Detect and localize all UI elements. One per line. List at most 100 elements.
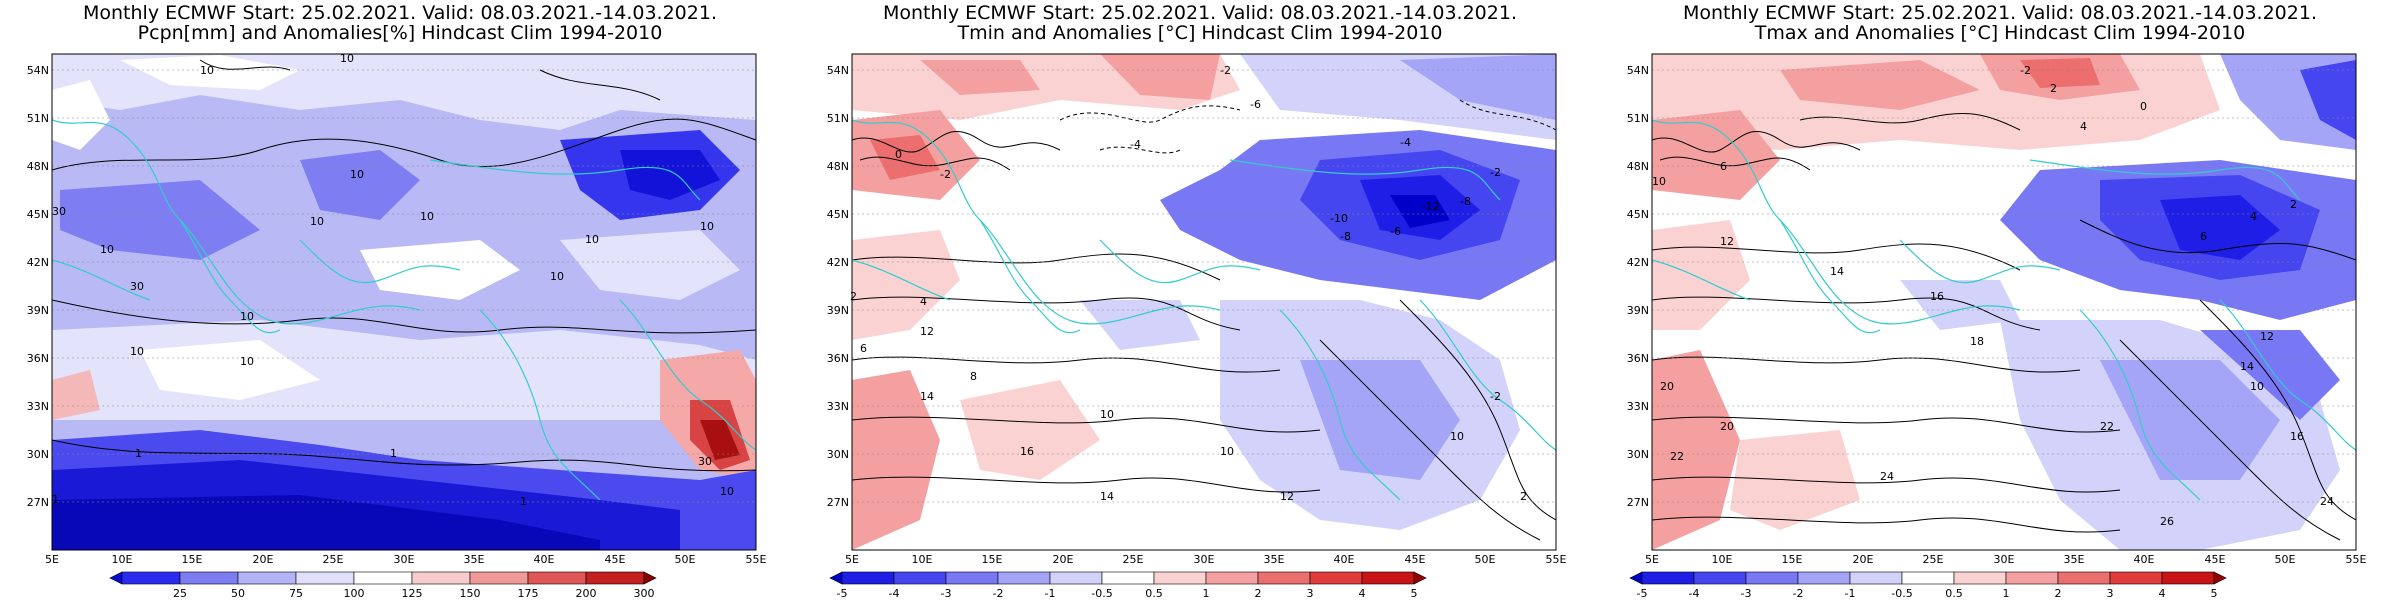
svg-text:42N: 42N	[1627, 256, 1649, 269]
svg-text:30E: 30E	[1994, 553, 2015, 566]
svg-text:55E: 55E	[2346, 553, 2367, 566]
svg-text:-6: -6	[1250, 98, 1261, 111]
svg-text:6: 6	[2200, 230, 2207, 243]
svg-text:51N: 51N	[827, 112, 849, 125]
svg-text:-2: -2	[940, 168, 951, 181]
longitude-labels: 5E 10E 15E 20E 25E 30E 35E 40E 45E 50E 55E	[1645, 553, 2366, 566]
svg-text:12: 12	[1280, 490, 1294, 503]
coastlines	[52, 119, 756, 501]
svg-text:33N: 33N	[1627, 400, 1649, 413]
svg-text:35E: 35E	[1264, 553, 1285, 566]
svg-text:33N: 33N	[27, 400, 49, 413]
svg-text:10: 10	[100, 243, 114, 256]
svg-text:10: 10	[700, 220, 714, 233]
coastlines	[1652, 119, 2356, 501]
svg-text:42N: 42N	[27, 256, 49, 269]
panel-title-line1: Monthly ECMWF Start: 25.02.2021. Valid: …	[883, 2, 1517, 24]
colorbar: 25 50 75 100 125 150 175 200 300	[109, 571, 657, 600]
svg-text:0: 0	[2140, 100, 2147, 113]
svg-text:10E: 10E	[112, 553, 133, 566]
svg-text:24: 24	[2320, 495, 2334, 508]
svg-text:50E: 50E	[2275, 553, 2296, 566]
tmax-map: 2 -2 0 4 6 10 12 14 16 18 20 22 24 26 10…	[1627, 53, 2367, 600]
svg-text:-1: -1	[1045, 587, 1056, 600]
svg-text:10: 10	[550, 270, 564, 283]
svg-text:0.5: 0.5	[1145, 587, 1163, 600]
svg-text:27N: 27N	[27, 496, 49, 509]
svg-text:35E: 35E	[2064, 553, 2085, 566]
svg-text:45N: 45N	[827, 208, 849, 221]
svg-text:10: 10	[240, 310, 254, 323]
svg-text:4: 4	[2250, 210, 2257, 223]
svg-text:-4: -4	[889, 587, 900, 600]
svg-text:25E: 25E	[1123, 553, 1144, 566]
svg-text:10: 10	[350, 168, 364, 181]
svg-text:-5: -5	[837, 587, 848, 600]
anomaly-field	[1652, 54, 2356, 550]
svg-text:0: 0	[895, 148, 902, 161]
svg-text:12: 12	[920, 325, 934, 338]
svg-text:22: 22	[2100, 420, 2114, 433]
svg-text:50E: 50E	[1475, 553, 1496, 566]
longitude-labels: 5E 10E 15E 20E 25E 30E 35E 40E 45E 50E 55E	[845, 553, 1566, 566]
svg-text:-2: -2	[1220, 64, 1231, 77]
svg-text:4: 4	[1359, 587, 1366, 600]
svg-text:30E: 30E	[1194, 553, 1215, 566]
svg-text:2: 2	[850, 290, 857, 303]
svg-text:-1: -1	[1845, 587, 1856, 600]
svg-text:-0.5: -0.5	[1891, 587, 1912, 600]
svg-text:1: 1	[1203, 587, 1210, 600]
svg-text:300: 300	[634, 587, 655, 600]
contour-labels: 2 -2 0 4 6 10 12 14 16 18 20 22 24 26 10…	[1652, 64, 2334, 528]
svg-text:-2: -2	[2020, 64, 2031, 77]
svg-text:10: 10	[720, 485, 734, 498]
svg-text:5E: 5E	[1645, 553, 1659, 566]
contour-labels: 10 10 30 10 10 10 10 10 10 10 30 10 10 1…	[52, 52, 734, 508]
svg-text:2: 2	[2055, 587, 2062, 600]
svg-text:15E: 15E	[1782, 553, 1803, 566]
anomaly-field	[52, 54, 756, 550]
svg-text:55E: 55E	[1546, 553, 1567, 566]
svg-text:30: 30	[698, 455, 712, 468]
svg-text:125: 125	[402, 587, 423, 600]
svg-text:20: 20	[1660, 380, 1674, 393]
svg-text:1: 1	[2003, 587, 2010, 600]
svg-text:2: 2	[1520, 490, 1527, 503]
svg-text:50: 50	[231, 587, 245, 600]
panel-title-line2: Tmin and Anomalies [°C] Hindcast Clim 19…	[957, 22, 1443, 44]
svg-text:4: 4	[2080, 120, 2087, 133]
svg-text:2: 2	[2290, 198, 2297, 211]
svg-text:36N: 36N	[827, 352, 849, 365]
panel-title-line1: Monthly ECMWF Start: 25.02.2021. Valid: …	[83, 2, 717, 24]
svg-text:4: 4	[920, 295, 927, 308]
svg-text:5: 5	[1411, 587, 1418, 600]
svg-text:1: 1	[390, 447, 397, 460]
svg-text:-4: -4	[1689, 587, 1700, 600]
svg-text:10E: 10E	[912, 553, 933, 566]
svg-text:14: 14	[1830, 265, 1844, 278]
svg-text:-6: -6	[1390, 225, 1401, 238]
svg-text:10: 10	[1100, 408, 1114, 421]
svg-text:40E: 40E	[534, 553, 555, 566]
svg-text:0.5: 0.5	[1945, 587, 1963, 600]
svg-text:26: 26	[2160, 515, 2174, 528]
svg-text:30N: 30N	[27, 448, 49, 461]
svg-text:45E: 45E	[2205, 553, 2226, 566]
svg-text:45N: 45N	[27, 208, 49, 221]
svg-text:-2: -2	[1490, 390, 1501, 403]
svg-text:5: 5	[2211, 587, 2218, 600]
panel-precipitation: Monthly ECMWF Start: 25.02.2021. Valid: …	[0, 0, 800, 600]
svg-text:-4: -4	[1130, 138, 1141, 151]
svg-text:18: 18	[1970, 335, 1984, 348]
svg-text:3: 3	[2107, 587, 2114, 600]
panel-title-line2: Pcpn[mm] and Anomalies[%] Hindcast Clim …	[137, 22, 663, 44]
svg-text:-3: -3	[941, 587, 952, 600]
svg-text:20E: 20E	[253, 553, 274, 566]
svg-text:100: 100	[344, 587, 365, 600]
svg-text:10: 10	[2250, 380, 2264, 393]
svg-text:25: 25	[173, 587, 187, 600]
svg-text:30E: 30E	[394, 553, 415, 566]
svg-text:20E: 20E	[1053, 553, 1074, 566]
svg-text:10: 10	[200, 64, 214, 77]
svg-text:-10: -10	[1330, 212, 1348, 225]
